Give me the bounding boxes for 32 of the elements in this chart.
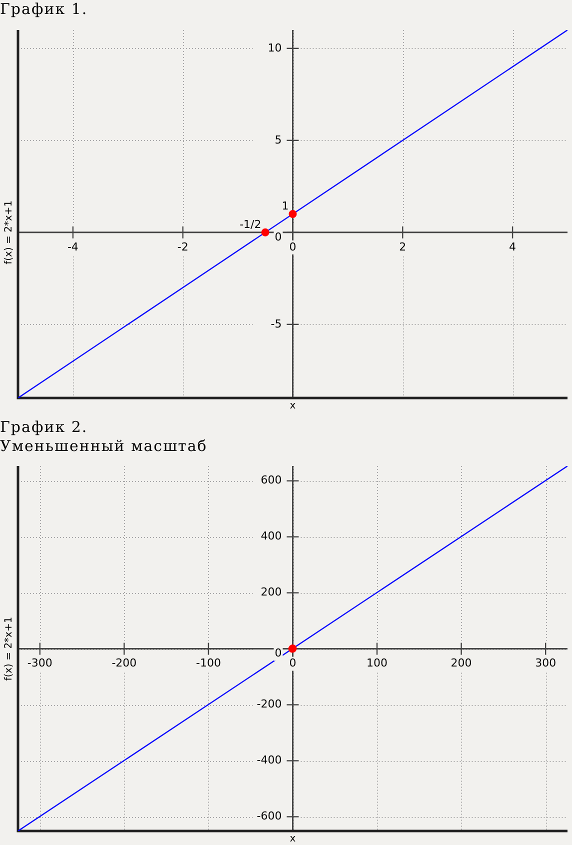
y-tick-label: -600	[256, 810, 282, 823]
x-tick-label: -200	[112, 656, 137, 670]
chart-title: График 2.	[0, 418, 88, 437]
x-tick-label: 2	[399, 240, 406, 254]
chart-subtitle: Уменьшенный масштаб	[0, 437, 208, 456]
y-tick-label: 200	[260, 586, 282, 599]
x-tick-label: 100	[366, 656, 388, 670]
x-axis-title: x	[290, 400, 296, 412]
x-tick-label: -2	[177, 240, 188, 254]
x-axis-title: x	[290, 834, 296, 845]
y-axis-title: f(x) = 2*x+1	[4, 200, 15, 264]
x-tick-label: -300	[27, 656, 52, 670]
y-tick-label: -5	[270, 317, 282, 330]
y-tick-label: 0	[274, 230, 282, 244]
x-tick-label: 0	[289, 240, 296, 254]
x-tick-label: 200	[450, 656, 472, 670]
x-tick-label: -4	[67, 240, 78, 254]
y-tick-label: 0	[274, 646, 282, 660]
x-tick-label: 300	[535, 656, 556, 670]
y-tick-label: 5	[274, 133, 282, 146]
annotation: 1	[282, 199, 289, 212]
y-tick-label: 600	[260, 474, 282, 487]
y-tick-label: -400	[256, 754, 282, 767]
y-tick-label: 400	[260, 530, 282, 543]
chart-title: График 1.	[0, 0, 88, 19]
annotation: -1/2	[240, 218, 262, 231]
y-tick-label: -200	[256, 698, 282, 711]
y-axis-title: f(x) = 2*x+1	[4, 616, 15, 681]
y-tick-label: 10	[268, 41, 282, 54]
x-tick-label: -100	[196, 656, 221, 670]
x-tick-label: 0	[289, 656, 296, 670]
x-tick-label: 4	[509, 240, 516, 254]
